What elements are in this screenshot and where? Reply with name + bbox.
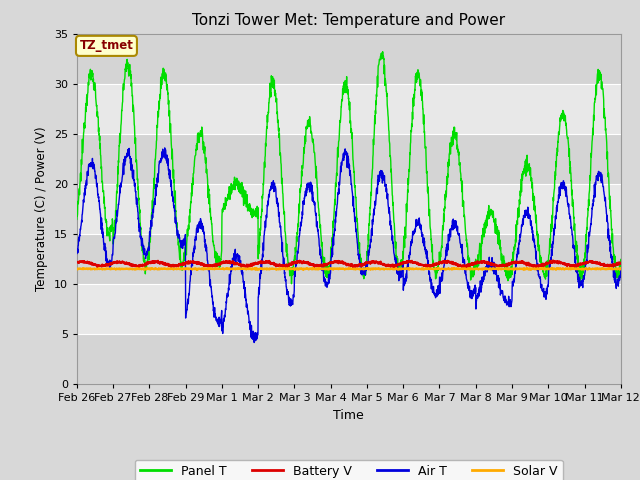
Bar [77, 234, 621, 284]
Bar [77, 284, 621, 334]
Bar [77, 184, 621, 234]
Y-axis label: Temperature (C) / Power (V): Temperature (C) / Power (V) [35, 127, 48, 291]
Bar [77, 84, 621, 134]
Legend: Panel T, Battery V, Air T, Solar V: Panel T, Battery V, Air T, Solar V [135, 460, 563, 480]
Bar [77, 34, 621, 84]
Text: TZ_tmet: TZ_tmet [79, 39, 133, 52]
Bar [77, 334, 621, 384]
Title: Tonzi Tower Met: Temperature and Power: Tonzi Tower Met: Temperature and Power [192, 13, 506, 28]
X-axis label: Time: Time [333, 408, 364, 421]
Bar [77, 134, 621, 184]
